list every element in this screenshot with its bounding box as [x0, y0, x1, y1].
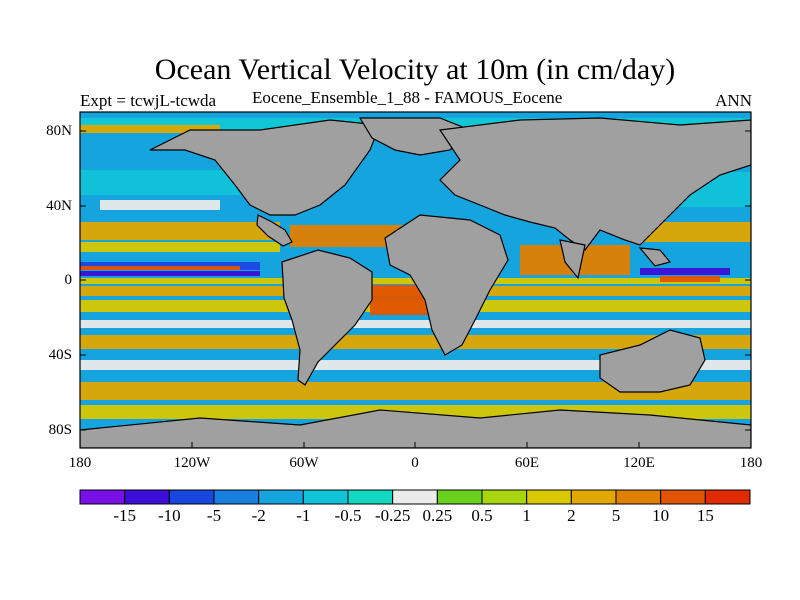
colorbar-swatch: [302, 489, 349, 505]
lat-tick-label: 40S: [48, 347, 72, 363]
axis-ticks: [79, 130, 752, 448]
colorbar-swatch: [392, 489, 438, 505]
ensemble-label: Eocene_Ensemble_1_88 - FAMOUS_Eocene: [252, 88, 563, 107]
experiment-label: Expt = tcwjL-tcwda: [80, 91, 217, 110]
colorbar: [79, 489, 751, 505]
lon-tick-label: 0: [411, 455, 419, 471]
colorbar-tick-label: 15: [696, 506, 714, 525]
colorbar-tick-label: 1: [522, 506, 531, 525]
colorbar-tick-label: 2: [567, 506, 576, 525]
colorbar-swatch: [258, 489, 304, 505]
colorbar-swatch: [704, 489, 751, 505]
colorbar-swatch: [481, 489, 528, 505]
lat-tick-label: 0: [64, 272, 73, 288]
lat-tick-label: 80N: [46, 123, 72, 139]
map-area: [80, 112, 751, 448]
lon-tick-label: 180: [739, 455, 763, 471]
colorbar-tick-label: -10: [157, 506, 181, 525]
colorbar-swatch: [570, 489, 617, 505]
colorbar-tick-label: 0.5: [471, 506, 493, 525]
lat-tick-label: 40N: [46, 198, 72, 214]
colorbar-tick-label: 0.25: [422, 506, 453, 525]
lon-tick-label: 120E: [623, 455, 655, 471]
colorbar-tick-label: 5: [611, 506, 621, 525]
colorbar-swatch: [79, 489, 126, 505]
colorbar-tick-label: -15: [113, 506, 136, 525]
colorbar-swatch: [124, 489, 170, 505]
colorbar-swatch: [168, 489, 215, 505]
colorbar-swatch: [213, 489, 260, 505]
colorbar-tick-label: 10: [652, 506, 670, 525]
colorbar-swatch: [615, 489, 662, 505]
colorbar-tick-label: -0.25: [374, 506, 411, 525]
colorbar-swatch: [347, 489, 394, 505]
colorbar-tick-label: -2: [251, 506, 266, 525]
lat-tick-label: 80S: [48, 422, 72, 438]
colorbar-tick-label: -0.5: [334, 506, 362, 525]
colorbar-swatch: [526, 489, 572, 505]
lon-tick-label: 120W: [173, 455, 211, 471]
chart-title: Ocean Vertical Velocity at 10m (in cm/da…: [154, 53, 676, 86]
lon-tick-label: 60E: [514, 455, 540, 471]
lon-tick-label: 180: [68, 455, 92, 471]
colorbar-tick-label: -1: [296, 506, 311, 525]
season-label: ANN: [715, 91, 752, 110]
lon-tick-label: 60W: [289, 455, 319, 471]
colorbar-tick-label: -5: [206, 506, 222, 525]
land-masses: [80, 117, 751, 448]
colorbar-swatch: [436, 489, 483, 505]
colorbar-swatch: [660, 489, 706, 505]
